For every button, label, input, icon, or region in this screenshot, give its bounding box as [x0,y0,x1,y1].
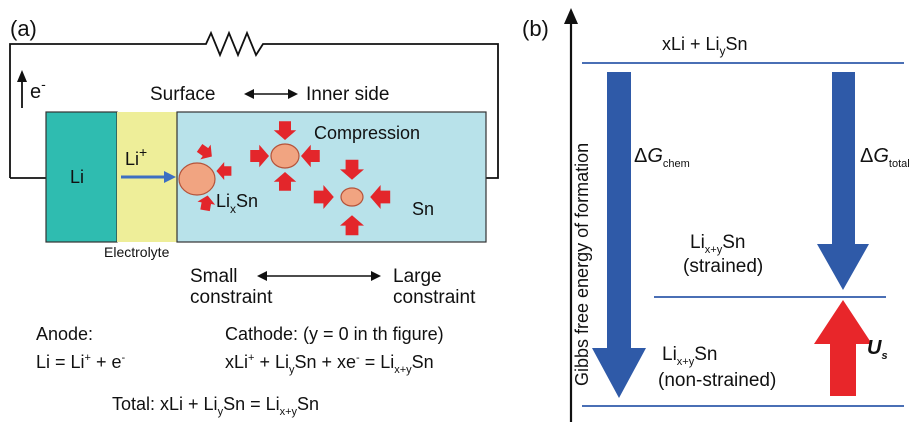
non-strained-label-line2: (non-strained) [658,370,776,391]
electron-label: e- [30,76,46,103]
non-strained-label: Lix+ySn [662,344,717,368]
cathode-title: Cathode: (y = 0 in th figure) [225,324,444,344]
top-level-label: xLi + LiySn [662,34,748,58]
cathode-equation: xLi+ + LiySn + xe- = Lix+ySn [225,352,434,376]
lixsn-mid-particle [270,143,300,169]
surface-label: Surface [150,84,215,105]
electron-arrow-icon [17,70,27,108]
strained-label: Lix+ySn [690,232,745,256]
lixsn-inner-particle [340,187,364,207]
dg-chem-label: ΔGchem [634,145,690,170]
lixsn-label: LixSn [216,191,258,216]
total-equation: Total: xLi + LiySn = Lix+ySn [112,394,319,418]
sn-block [176,111,487,243]
sn-label: Sn [412,199,434,219]
li-ion-arrow-icon [121,171,176,183]
strained-label-line2: (strained) [683,256,763,277]
small-constraint-label-line2: constraint [190,287,273,308]
dg-total-label: ΔGtotal [860,145,910,170]
y-axis [564,8,578,422]
li-block-label: Li [70,167,84,187]
large-constraint-label-line2: constraint [393,287,476,308]
anode-title: Anode: [36,324,93,344]
us-arrow [814,300,872,396]
resistor-icon [200,30,269,58]
y-axis-label: Gibbs free energy of formation [572,143,592,386]
constraint-double-arrow-icon [257,271,381,281]
li-ion-label: Li+ [125,144,147,169]
panel-b-label: (b) [522,16,549,41]
anode-equation: Li = Li+ + e- [36,352,126,372]
large-constraint-label: Large [393,266,442,287]
electrolyte-label: Electrolyte [104,244,170,260]
inner-side-label: Inner side [306,84,389,105]
small-constraint-label: Small [190,266,238,287]
double-arrow-icon [244,89,298,99]
dg-chem-arrow [592,72,646,398]
external-circuit [9,30,499,179]
us-label: Us [867,337,888,362]
lixsn-surface-particle [178,162,216,196]
dg-total-arrow [817,72,869,290]
compression-label: Compression [314,123,420,143]
panel-a-label: (a) [10,16,37,41]
li-block [45,111,118,243]
